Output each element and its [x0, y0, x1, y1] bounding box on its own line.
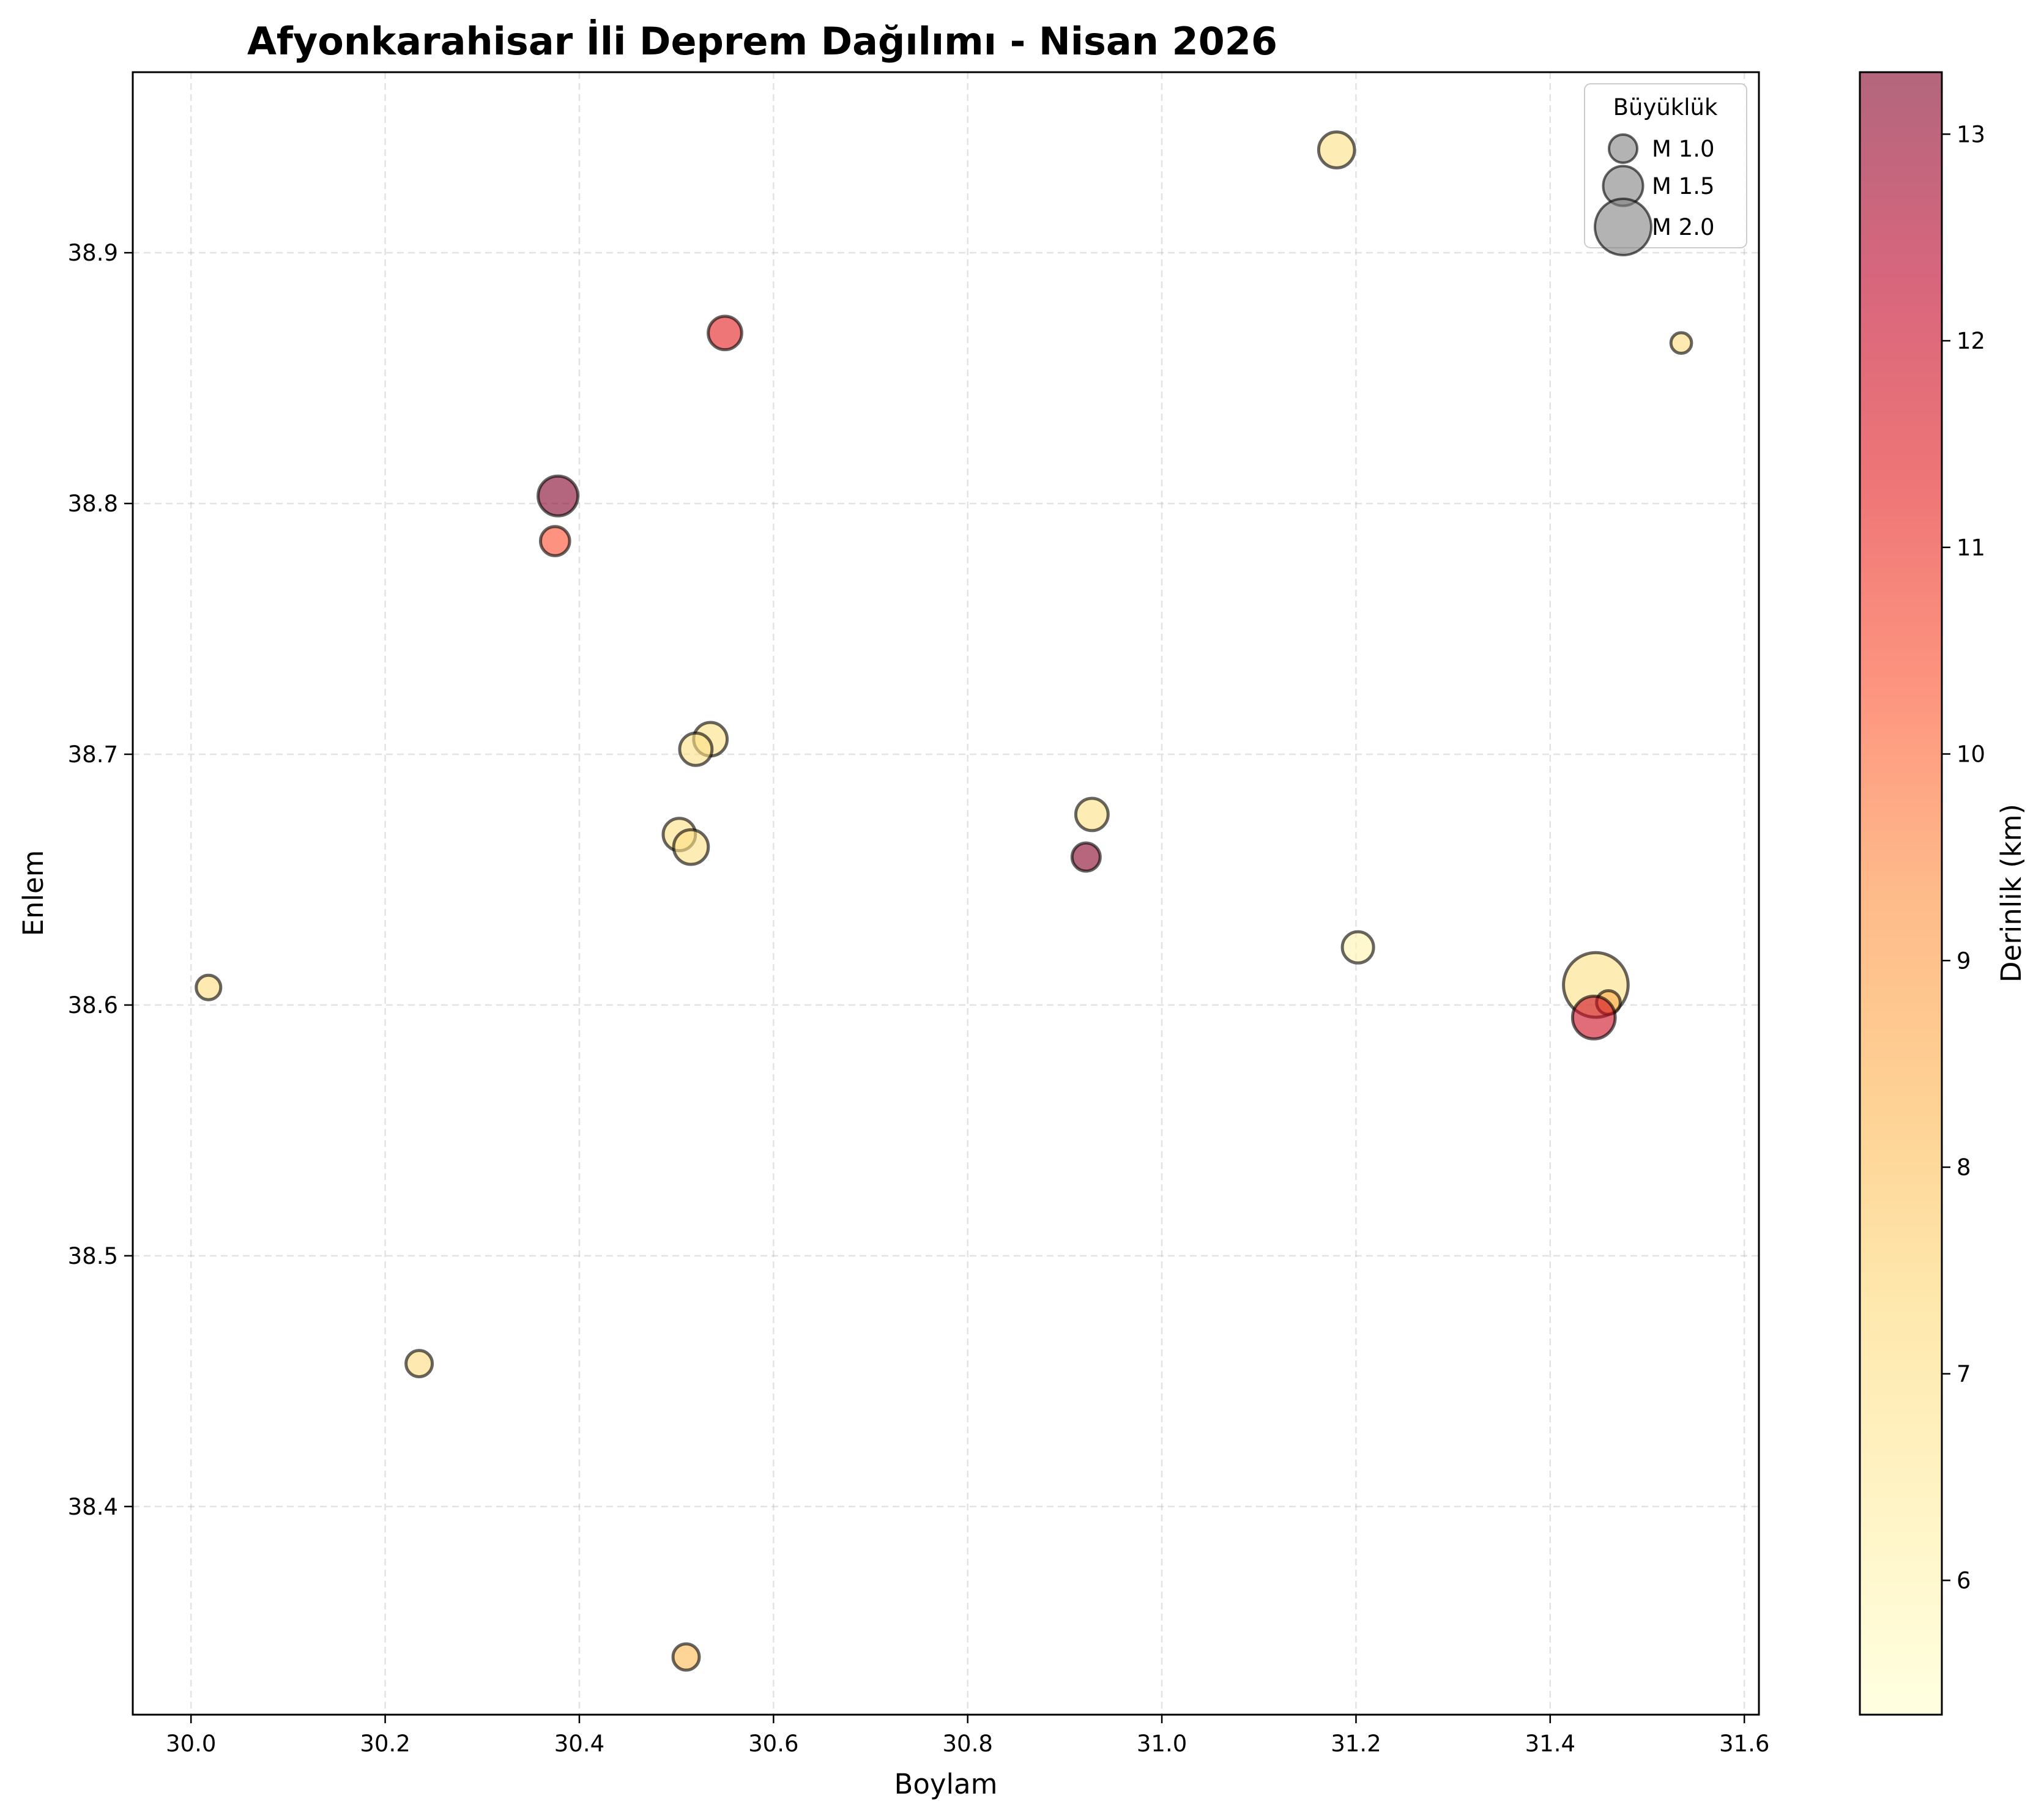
- earthquake-point: [1070, 841, 1102, 873]
- earthquake-point: [1340, 930, 1375, 965]
- x-tick-label: 30.0: [166, 1731, 216, 1757]
- earthquake-point: [404, 1349, 434, 1379]
- legend-label: M 1.0: [1652, 136, 1715, 162]
- x-tick-label: 31.2: [1331, 1731, 1381, 1757]
- y-tick-label: 38.9: [68, 240, 118, 266]
- y-axis-label: Enlem: [17, 850, 50, 937]
- x-axis-label: Boylam: [894, 1768, 998, 1800]
- y-tick-label: 38.4: [68, 1494, 118, 1520]
- data-points: [195, 130, 1693, 1672]
- earthquake-point: [671, 1642, 701, 1672]
- plot-frame: [132, 71, 1760, 1716]
- legend-marker: [1608, 133, 1638, 164]
- x-axis-ticks: 30.0 30.2 30.4 30.6 30.8 31.0 31.2 31.4 31.6: [166, 1715, 1769, 1757]
- x-tick-label: 30.4: [554, 1731, 604, 1757]
- earthquake-point: [1570, 995, 1617, 1041]
- legend-marker: [1594, 198, 1652, 256]
- x-tick-label: 31.6: [1719, 1731, 1769, 1757]
- x-tick-label: 31.0: [1137, 1731, 1187, 1757]
- earthquake-point: [707, 314, 743, 352]
- colorbar-gradient: [1860, 72, 1942, 1715]
- x-tick-label: 30.6: [748, 1731, 798, 1757]
- y-axis-ticks: 38.4 38.5 38.6 38.7 38.8 38.9: [68, 240, 133, 1520]
- legend-label: M 1.5: [1652, 173, 1715, 199]
- legend-title: Büyüklük: [1613, 94, 1718, 121]
- y-tick-label: 38.6: [68, 992, 118, 1019]
- y-tick-label: 38.5: [68, 1243, 118, 1269]
- earthquake-point: [1669, 331, 1693, 355]
- colorbar-tick-label: 11: [1957, 535, 1985, 561]
- chart-title: Afyonkarahisar İli Deprem Dağılımı - Nis…: [247, 19, 1277, 64]
- x-tick-label: 30.2: [360, 1731, 410, 1757]
- colorbar-tick-label: 7: [1957, 1361, 1971, 1387]
- earthquake-point: [1074, 796, 1110, 833]
- earthquake-point: [195, 973, 223, 1001]
- grid-lines: [133, 72, 1759, 1715]
- colorbar-tick-label: 13: [1957, 121, 1985, 147]
- colorbar-tick-label: 6: [1957, 1567, 1971, 1594]
- x-tick-label: 30.8: [943, 1731, 993, 1757]
- depth-colorbar: 6 7 8 9 10 11 12 13 Derinlik (km): [1859, 71, 2027, 1716]
- earthquake-point: [1317, 130, 1356, 169]
- colorbar-frame: [1859, 71, 1943, 1716]
- colorbar-tick-label: 9: [1957, 948, 1971, 974]
- colorbar-tick-label: 12: [1957, 328, 1985, 354]
- earthquake-point: [537, 474, 580, 518]
- colorbar-label: Derinlik (km): [1995, 804, 2027, 982]
- earthquake-point: [678, 731, 714, 767]
- earthquake-point: [672, 828, 710, 866]
- legend-label: M 2.0: [1652, 214, 1715, 240]
- size-legend: Büyüklük M 1.0 M 1.5 M 2.0: [1584, 83, 1747, 256]
- colorbar-tick-label: 8: [1957, 1154, 1971, 1181]
- x-tick-label: 31.4: [1525, 1731, 1575, 1757]
- y-tick-label: 38.8: [68, 491, 118, 517]
- y-tick-label: 38.7: [68, 741, 118, 768]
- earthquake-point: [538, 525, 571, 557]
- colorbar-tick-label: 10: [1957, 741, 1985, 768]
